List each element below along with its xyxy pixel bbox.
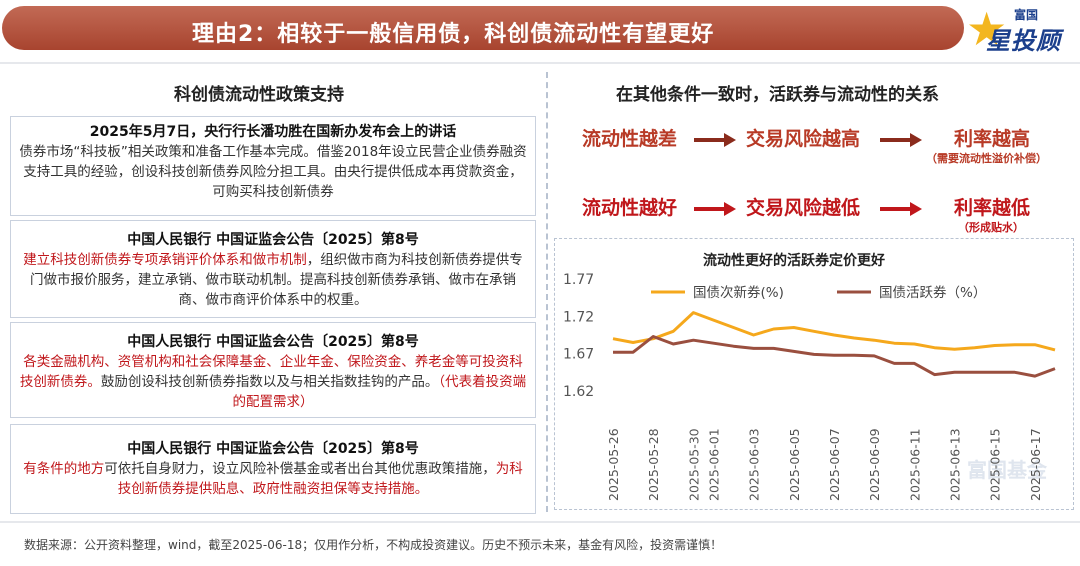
policy-card-1-body: 债券市场“科技板”相关政策和准备工作基本完成。借鉴2018年设立民营企业债券融资… [19,144,527,200]
x-tick-label: 2025-06-09 [867,428,882,501]
policy-card-4-text: 可依托自身财力，设立风险补偿基金或者出台其他优惠政策措施， [104,461,496,477]
x-tick-label: 2025-06-13 [948,428,963,501]
policy-card-2-highlight: 建立科技创新债券专项承销评价体系和做市机制 [23,252,307,268]
policy-card-2-text: ，组织做市商为科技创新债券提供专门做市报价服务，建立承销、做市联动机制。提高科技… [30,252,523,308]
logo-big-text: 星投顾 [986,27,1061,55]
y-tick-label: 1.77 [563,272,594,288]
flow-better-rate: 利率越低 [954,197,1031,219]
flow-worse-risk: 交易风险越高 [746,128,861,150]
x-tick-label: 2025-06-11 [907,428,922,501]
arrow-right-icon [880,202,922,216]
x-tick-label: 2025-06-07 [827,428,842,501]
policy-card-3-text: 鼓励创设科技创新债券指数以及与相关指数挂钩的产品。 [100,374,439,390]
arrow-right-icon [880,133,922,147]
legend-label: 国债次新券(%) [693,285,784,301]
flow-worse-liquidity: 流动性越差 [582,128,678,150]
policy-card-3-body: 各类金融机构、资管机构和社会保障基金、企业年金、保险资金、养老金等可投资科技创新… [11,352,535,412]
y-tick-label: 1.67 [563,347,594,363]
y-tick-label: 1.72 [563,309,594,325]
policy-card-1: 2025年5月7日，央行行长潘功胜在国新办发布会上的讲话 债券市场“科技板”相关… [10,116,536,216]
policy-card-3-head: 中国人民银行 中国证监会公告〔2025〕第8号 [127,334,419,350]
legend-label: 国债活跃券（%） [879,285,986,301]
x-tick-label: 2025-06-15 [988,428,1003,501]
column-divider [546,72,548,512]
policy-card-2-head: 中国人民银行 中国证监会公告〔2025〕第8号 [127,232,419,248]
x-tick-label: 2025-05-28 [646,428,661,501]
policy-card-3-highlight: 各类金融机构、资管机构和社会保障基金、企业年金、保险资金、养老金等可投资科技创新… [19,354,523,390]
policy-card-2: 中国人民银行 中国证监会公告〔2025〕第8号 建立科技创新债券专项承销评价体系… [10,220,536,318]
right-section-title: 在其他条件一致时，活跃券与流动性的关系 [616,85,939,105]
arrow-right-icon [694,133,736,147]
policy-card-3: 中国人民银行 中国证监会公告〔2025〕第8号 各类金融机构、资管机构和社会保障… [10,322,536,418]
flow-better-note: （形成贴水） [958,221,1024,234]
policy-card-3-note: （代表着投资端的配置需求） [232,374,527,410]
page-title: 理由2：相较于一般信用债，科创债流动性有望更好 [192,22,715,47]
x-tick-label: 2025-06-03 [747,428,762,501]
brand-logo: ★ 富国 星投顾 [966,4,1078,56]
watermark-text: 富国基金 [967,458,1048,482]
policy-card-4-note: 为科技创新债券提供贴息、政府性融资担保等支持措施。 [117,461,523,497]
y-tick-label: 1.62 [563,384,594,400]
logo-small-text: 富国 [1014,8,1039,22]
top-divider [0,62,1080,64]
policy-card-4: 中国人民银行 中国证监会公告〔2025〕第8号 有条件的地方可依托自身财力，设立… [10,424,536,514]
x-tick-label: 2025-06-05 [787,428,802,501]
x-tick-label: 2025-05-26 [606,428,621,501]
flow-better-risk: 交易风险越低 [746,197,861,219]
flow-row-better: 流动性越好 交易风险越低 利率越低 [560,193,1080,227]
flow-better-liquidity: 流动性越好 [582,197,678,219]
series-line [613,335,1056,378]
policy-card-4-body: 有条件的地方可依托自身财力，设立风险补偿基金或者出台其他优惠政策措施，为科技创新… [11,459,535,499]
policy-card-2-body: 建立科技创新债券专项承销评价体系和做市机制，组织做市商为科技创新债券提供专门做市… [11,250,535,310]
flow-worse-note: （需要流动性溢价补偿） [926,152,1047,165]
arrow-right-icon [694,202,736,216]
policy-card-4-head: 中国人民银行 中国证监会公告〔2025〕第8号 [127,441,419,457]
footer-divider [0,521,1080,523]
policy-card-4-highlight: 有条件的地方 [23,461,105,477]
flow-row-worse: 流动性越差 交易风险越高 利率越高 [560,124,1080,158]
footer-disclaimer: 数据来源：公开资料整理，wind，截至2025-06-18；仅用作分析，不构成投… [24,538,723,552]
x-tick-label: 2025-05-30 [686,428,701,501]
x-tick-label: 2025-06-01 [706,428,721,501]
chart-title: 流动性更好的活跃券定价更好 [703,252,885,269]
x-tick-label: 2025-06-17 [1028,428,1043,501]
policy-card-1-head: 2025年5月7日，央行行长潘功胜在国新办发布会上的讲话 [89,124,457,140]
chart-panel: 流动性更好的活跃券定价更好富国基金 1.77 1.72 1.67 1.62 国债次新券(%… [554,238,1074,510]
flow-worse-rate: 利率越高 [954,128,1031,150]
header-banner: 理由2：相较于一般信用债，科创债流动性有望更好 [2,6,964,50]
star-icon: ★ [966,2,1008,56]
series-line [612,311,1056,352]
left-section-title: 科创债流动性政策支持 [174,85,344,105]
